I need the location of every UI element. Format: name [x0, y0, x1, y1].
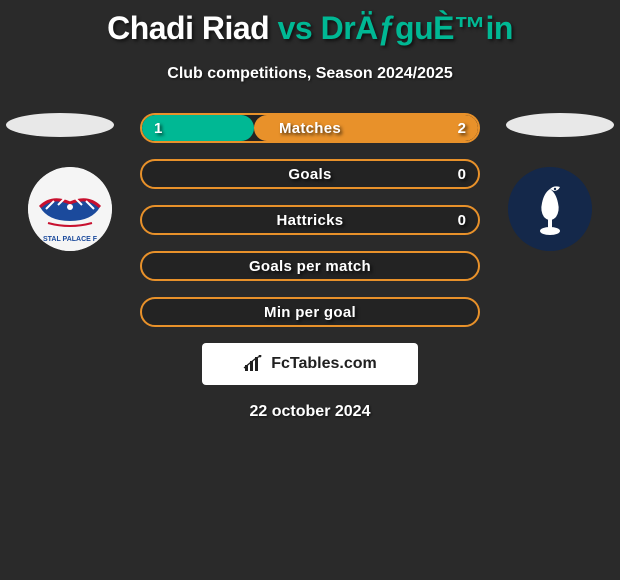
stat-row-matches: Matches1 2 [140, 113, 480, 143]
stat-rows: Matches12Goals0Hattricks0Goals per match… [140, 113, 480, 327]
player1-badge: STAL PALACE F [28, 167, 112, 251]
stat-row-mpg: Min per goal [140, 297, 480, 327]
comparison-card: Chadi Riad vs DrÄƒguÈ™in Club competitio… [0, 0, 620, 421]
stat-value-right: 2 [458, 115, 466, 141]
stat-value-right: 0 [458, 161, 466, 187]
date: 22 october 2024 [0, 403, 620, 421]
attribution-text: FcTables.com [271, 355, 377, 373]
stat-label: Min per goal [142, 299, 478, 325]
player2-ellipse [506, 113, 614, 137]
stat-row-hattricks: Hattricks0 [140, 205, 480, 235]
vs-text: vs [278, 10, 313, 46]
crystal-palace-icon: STAL PALACE F [28, 167, 112, 251]
player1-name: Chadi Riad [107, 10, 269, 46]
subtitle: Club competitions, Season 2024/2025 [0, 65, 620, 83]
tottenham-icon [508, 167, 592, 251]
attribution: FcTables.com [202, 343, 418, 385]
stat-row-goals: Goals0 [140, 159, 480, 189]
bar-chart-icon [243, 355, 265, 373]
title: Chadi Riad vs DrÄƒguÈ™in [0, 0, 620, 47]
player1-ellipse [6, 113, 114, 137]
stat-row-gpm: Goals per match [140, 251, 480, 281]
main-area: STAL PALACE F Matches12Goals0Hattricks0G… [0, 113, 620, 421]
stat-label: Hattricks [142, 207, 478, 233]
stat-label: Matches [142, 115, 478, 141]
player2-name: DrÄƒguÈ™in [321, 10, 513, 46]
stat-value-right: 0 [458, 207, 466, 233]
player2-badge [508, 167, 592, 251]
stat-value-left: 1 [154, 115, 162, 141]
stat-label: Goals per match [142, 253, 478, 279]
stat-label: Goals [142, 161, 478, 187]
svg-text:STAL PALACE F: STAL PALACE F [43, 236, 98, 243]
